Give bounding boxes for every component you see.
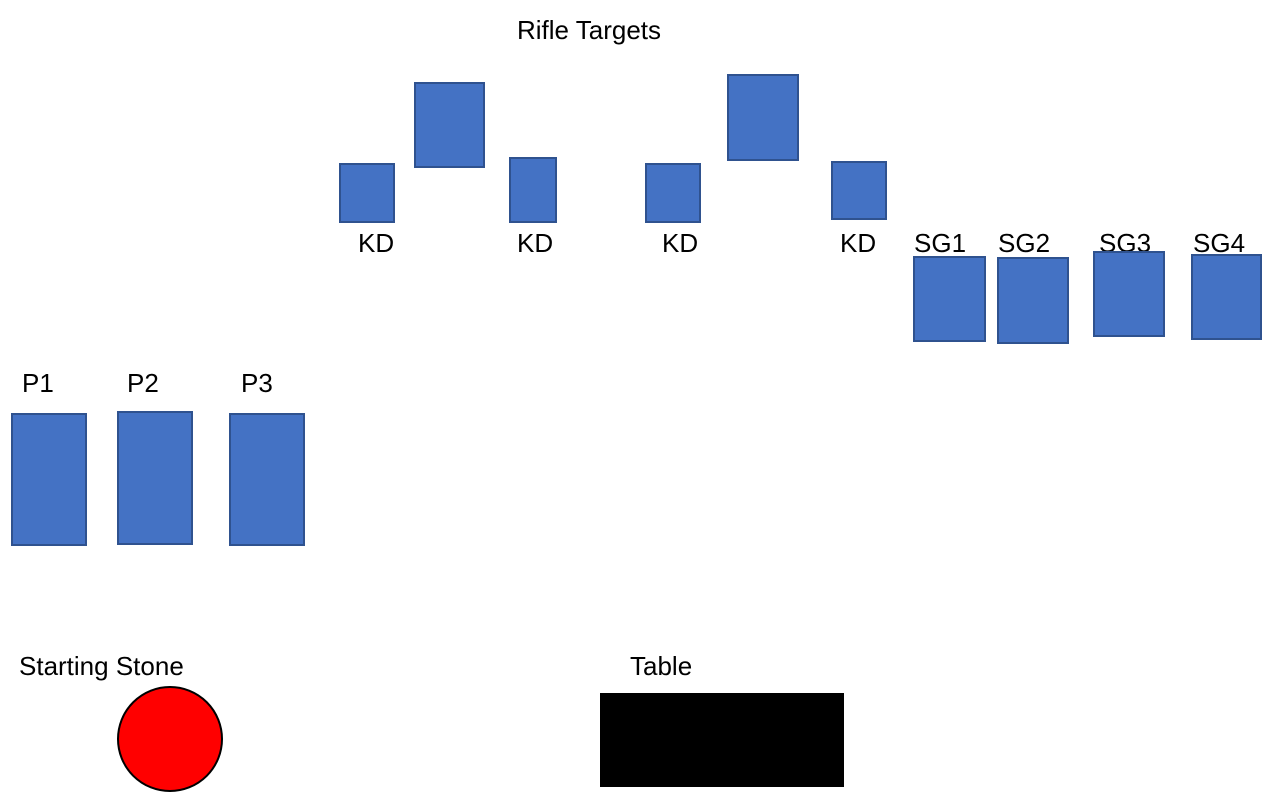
shotgun-label-4: SG4: [1193, 228, 1246, 258]
rifle-target-tall-2: [727, 74, 799, 161]
rifle-kd-label-2: KD: [517, 228, 554, 258]
rifle-kd-target-1: [339, 163, 395, 223]
pistol-target-1: [11, 413, 87, 546]
shotgun-target-1: [913, 256, 986, 342]
rifle-kd-label-4: KD: [840, 228, 877, 258]
shotgun-target-2: [997, 257, 1069, 344]
table: [600, 693, 844, 787]
pistol-label-2: P2: [127, 368, 159, 398]
table-label: Table: [630, 651, 693, 681]
shotgun-label-1: SG1: [914, 228, 967, 258]
rifle-kd-target-4: [831, 161, 887, 220]
rifle-kd-target-3: [645, 163, 701, 223]
rifle-target-tall-1: [414, 82, 485, 168]
starting-stone-label: Starting Stone: [19, 651, 184, 681]
rifle-targets-title: Rifle Targets: [517, 15, 662, 45]
shotgun-label-2: SG2: [998, 228, 1051, 258]
pistol-target-3: [229, 413, 305, 546]
pistol-label-3: P3: [241, 368, 273, 398]
rifle-kd-label-1: KD: [358, 228, 395, 258]
pistol-target-2: [117, 411, 193, 545]
pistol-label-1: P1: [22, 368, 54, 398]
rifle-kd-target-2: [509, 157, 557, 223]
shotgun-target-4: [1191, 254, 1262, 340]
starting-stone: [117, 686, 223, 792]
shotgun-target-3: [1093, 251, 1165, 337]
rifle-kd-label-3: KD: [662, 228, 699, 258]
